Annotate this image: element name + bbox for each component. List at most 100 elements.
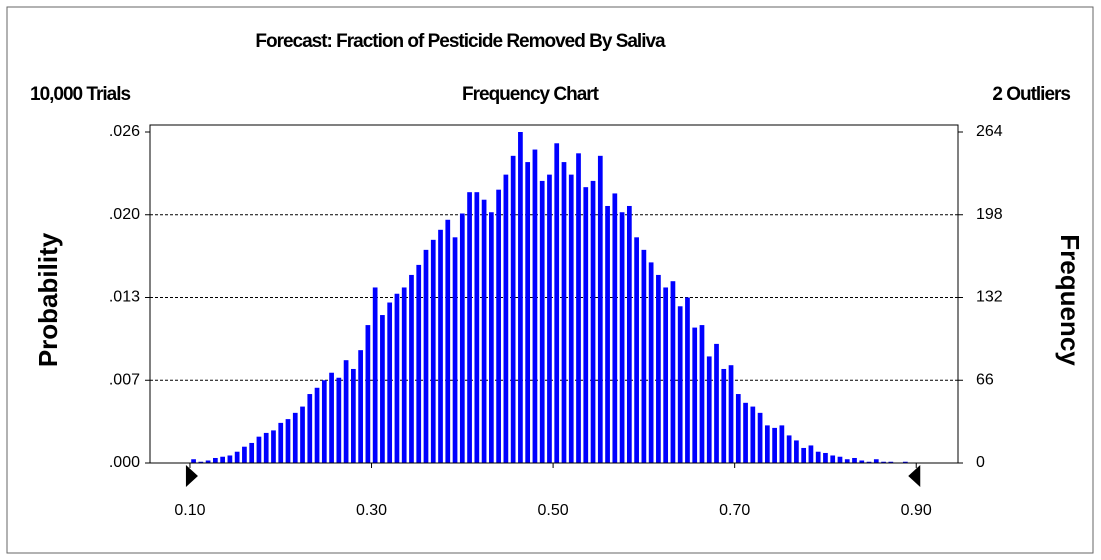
bar <box>888 461 894 463</box>
trials-label: 10,000 Trials <box>30 84 130 105</box>
bar <box>205 460 211 463</box>
y-tick-label: .020 <box>109 206 140 223</box>
bar <box>815 451 821 463</box>
bar <box>568 174 574 463</box>
certainty-marker-right <box>908 465 921 487</box>
bar <box>677 306 683 463</box>
bar <box>728 365 734 463</box>
bar <box>271 430 276 463</box>
bar <box>714 343 719 463</box>
bar <box>772 427 777 463</box>
bar <box>401 287 407 463</box>
bar <box>612 193 618 463</box>
bar <box>430 239 436 463</box>
bar <box>438 229 443 463</box>
bar <box>481 199 487 464</box>
bar <box>372 287 378 463</box>
bar <box>648 262 654 463</box>
bar <box>488 212 494 463</box>
outliers-label: 2 Outliers <box>992 84 1070 105</box>
bar <box>619 212 625 463</box>
bar <box>859 460 865 463</box>
bar <box>321 380 327 463</box>
bar <box>329 372 334 463</box>
bar <box>554 143 560 463</box>
bar <box>866 461 872 463</box>
bar <box>794 440 799 463</box>
bar <box>830 455 836 463</box>
bar <box>314 387 320 463</box>
y-tick-label: .026 <box>109 123 140 140</box>
bar <box>590 180 596 464</box>
bar <box>459 213 465 463</box>
bar <box>278 422 284 463</box>
bar <box>300 406 305 463</box>
bar <box>503 174 509 463</box>
bar <box>474 192 480 463</box>
bar <box>670 281 676 463</box>
bar <box>263 432 269 463</box>
chart-title: Forecast: Fraction of Pesticide Removed … <box>255 31 666 52</box>
bar <box>285 419 291 463</box>
y-axis-title: Probability <box>33 232 63 367</box>
bar <box>699 325 705 463</box>
bar <box>663 287 669 463</box>
y2-tick-label: 198 <box>976 206 1003 223</box>
bar <box>873 459 879 463</box>
bar <box>561 162 567 463</box>
bar <box>721 368 727 463</box>
bar <box>547 174 552 463</box>
bar <box>844 459 850 463</box>
bar <box>220 456 225 463</box>
bar <box>336 377 342 463</box>
chart-subtitle: Frequency Chart <box>462 84 600 105</box>
bar <box>837 456 843 463</box>
bar <box>597 155 603 464</box>
bar <box>539 180 545 464</box>
bar <box>634 237 639 463</box>
y2-tick-label: 132 <box>976 289 1003 306</box>
y-tick-label: .000 <box>109 454 140 471</box>
bar <box>779 425 785 463</box>
bar <box>735 394 741 463</box>
bar <box>583 187 589 463</box>
bar <box>423 249 429 463</box>
bar <box>358 350 363 463</box>
bar <box>213 457 218 463</box>
bar <box>641 249 647 463</box>
x-tick-label: 0.30 <box>356 502 387 519</box>
bar <box>525 162 531 463</box>
bar <box>852 457 857 463</box>
bar <box>249 442 255 463</box>
y2-tick-label: 0 <box>976 454 985 471</box>
y-tick-label: .013 <box>109 289 140 306</box>
bar <box>757 412 763 463</box>
bar <box>256 436 262 463</box>
certainty-marker-left <box>185 465 198 487</box>
bar <box>801 447 807 463</box>
bar <box>445 219 451 463</box>
bar <box>191 459 196 463</box>
bar <box>292 412 298 463</box>
bar <box>518 132 523 463</box>
bar <box>685 297 690 463</box>
bar <box>510 155 516 464</box>
bar <box>416 264 422 463</box>
y2-tick-label: 66 <box>976 371 994 388</box>
bar <box>234 451 240 463</box>
bar <box>198 461 204 463</box>
bar <box>626 205 632 463</box>
x-tick-label: 0.70 <box>719 502 750 519</box>
bar <box>605 205 610 463</box>
x-tick-label: 0.10 <box>174 502 205 519</box>
y2-axis-title: Frequency <box>1055 234 1085 366</box>
bar <box>786 435 792 463</box>
bar <box>576 153 581 463</box>
bar <box>881 461 886 463</box>
bar <box>242 446 247 463</box>
bar <box>823 452 828 463</box>
bar <box>532 149 538 463</box>
x-tick-label: 0.50 <box>538 502 569 519</box>
x-tick-label: 0.90 <box>901 502 932 519</box>
